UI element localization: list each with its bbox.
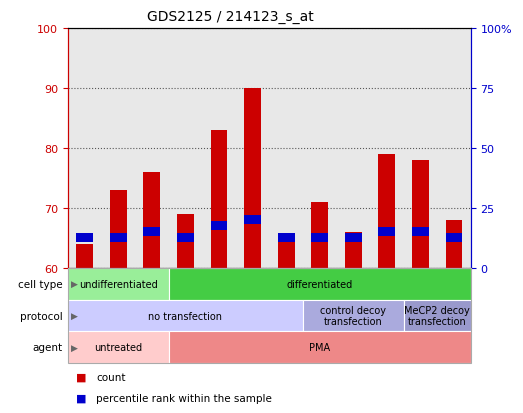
Text: ■: ■ [76, 372, 86, 382]
Bar [76, 244, 93, 268]
Text: MeCP2 decoy
transfection: MeCP2 decoy transfection [404, 305, 470, 327]
Bar [311, 202, 328, 268]
Text: undifferentiated: undifferentiated [79, 279, 158, 289]
Bar [412, 160, 429, 268]
Text: cell type: cell type [18, 279, 63, 289]
Bar [143, 172, 160, 268]
Text: protocol: protocol [20, 311, 63, 321]
Text: count: count [96, 372, 126, 382]
Bar [404, 300, 471, 332]
Bar [211, 222, 228, 231]
Bar [211, 131, 228, 268]
Text: GDS2125 / 214123_s_at: GDS2125 / 214123_s_at [147, 10, 313, 24]
Bar [244, 89, 261, 268]
Bar [110, 234, 127, 242]
Text: ▶: ▶ [71, 343, 77, 352]
Bar [168, 332, 471, 363]
Text: ▶: ▶ [71, 311, 77, 320]
Bar [244, 216, 261, 225]
Bar [278, 234, 294, 242]
Text: PMA: PMA [309, 342, 330, 353]
Bar [311, 234, 328, 242]
Bar [446, 234, 462, 242]
Bar [110, 190, 127, 268]
Bar [68, 268, 168, 300]
Bar [177, 234, 194, 242]
Bar [168, 268, 471, 300]
Text: untreated: untreated [94, 342, 142, 353]
Bar [278, 238, 294, 268]
Bar [446, 220, 462, 268]
Text: control decoy
transfection: control decoy transfection [320, 305, 386, 327]
Text: no transfection: no transfection [149, 311, 222, 321]
Text: ▶: ▶ [71, 280, 77, 288]
Bar [76, 234, 93, 242]
Bar [68, 300, 303, 332]
Bar [379, 154, 395, 268]
Bar [412, 228, 429, 237]
Bar [345, 234, 361, 242]
Bar [68, 332, 168, 363]
Bar [345, 232, 361, 268]
Text: differentiated: differentiated [287, 279, 353, 289]
Bar [177, 214, 194, 268]
Bar [379, 228, 395, 237]
Text: agent: agent [32, 342, 63, 353]
Bar [143, 228, 160, 237]
Text: ■: ■ [76, 393, 86, 403]
Text: percentile rank within the sample: percentile rank within the sample [96, 393, 272, 403]
Bar [303, 300, 404, 332]
